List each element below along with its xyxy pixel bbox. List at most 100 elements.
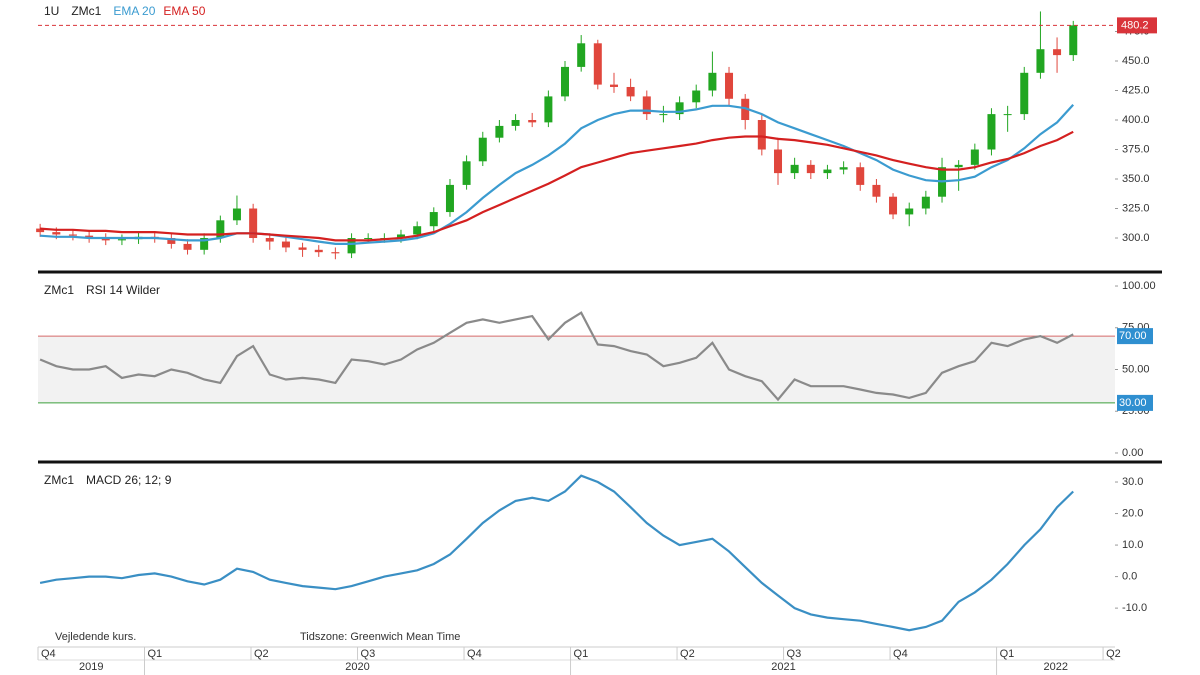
candle-body xyxy=(593,43,602,85)
y-tick-label: 30.0 xyxy=(1122,476,1143,488)
x-tick-label: Q4 xyxy=(41,648,56,660)
x-tick-label: Q4 xyxy=(467,648,482,660)
candle-body xyxy=(872,184,881,197)
y-tick-label: 300.0 xyxy=(1122,232,1150,244)
y-tick-label: 350.0 xyxy=(1122,173,1150,185)
candle-body xyxy=(609,84,618,87)
candle-body xyxy=(183,243,192,250)
x-tick-label: Q2 xyxy=(254,648,269,660)
level-box xyxy=(1117,394,1153,411)
candle-body xyxy=(1036,49,1045,73)
footer-note: Vejledende kurs. xyxy=(55,631,136,643)
candle-body xyxy=(101,238,110,241)
level-label: 30.00 xyxy=(1119,397,1147,409)
candle-body xyxy=(167,238,176,244)
candle-body xyxy=(823,169,832,174)
candle-body xyxy=(577,43,586,67)
candle-body xyxy=(642,96,651,115)
candle-body xyxy=(281,241,290,248)
candle-body xyxy=(544,96,553,123)
x-tick-label: Q3 xyxy=(787,648,802,660)
y-tick-label: 20.0 xyxy=(1122,507,1143,519)
candle-body xyxy=(987,114,996,150)
candle-body xyxy=(511,120,520,126)
last-price-label: 480.2 xyxy=(1121,19,1149,31)
candle-body xyxy=(216,220,225,239)
candle-body xyxy=(1020,72,1029,115)
ema-line xyxy=(40,103,1075,245)
candle-body xyxy=(331,252,340,254)
candle-body xyxy=(462,161,471,185)
x-tick-label: Q1 xyxy=(574,648,589,660)
candle-body xyxy=(495,125,504,138)
candle-body xyxy=(200,238,209,250)
candle-body xyxy=(364,238,373,240)
candle-body xyxy=(249,208,258,239)
candle-body xyxy=(429,212,438,227)
candle-body xyxy=(626,86,635,97)
legend-entry: EMA 20 xyxy=(113,4,155,18)
x-tick-label: Q3 xyxy=(361,648,376,660)
candle-body xyxy=(265,238,274,242)
candle-body xyxy=(675,102,684,115)
candle-body xyxy=(314,249,323,253)
x-tick-label: Q1 xyxy=(1000,648,1015,660)
candle-body xyxy=(856,167,865,185)
year-label: 2022 xyxy=(1044,661,1068,673)
candle-body xyxy=(725,72,734,99)
y-tick-label: 400.0 xyxy=(1122,114,1150,126)
y-tick-label: 10.0 xyxy=(1122,539,1143,551)
panel-header: 1U xyxy=(44,4,59,18)
candle-body xyxy=(741,98,750,121)
candle-body xyxy=(347,238,356,254)
y-tick-label: 375.0 xyxy=(1122,143,1150,155)
candle-body xyxy=(954,164,963,168)
candle-body xyxy=(445,184,454,213)
x-tick-label: Q1 xyxy=(148,648,163,660)
x-tick-label: Q4 xyxy=(893,648,908,660)
candle-body xyxy=(790,164,799,174)
candle-body xyxy=(1069,25,1078,56)
ema-line xyxy=(40,130,1074,242)
candle-body xyxy=(921,196,930,209)
candle-body xyxy=(905,208,914,215)
candle-body xyxy=(528,120,537,123)
y-tick-label: -10.0 xyxy=(1122,602,1147,614)
panel-header: ZMc1 xyxy=(44,473,74,487)
x-tick-label: Q2 xyxy=(1106,648,1121,660)
legend-entry: EMA 50 xyxy=(163,4,205,18)
candle-body xyxy=(708,72,717,91)
level-label: 70.00 xyxy=(1119,330,1147,342)
year-label: 2021 xyxy=(771,661,795,673)
candle-body xyxy=(560,66,569,97)
candle-body xyxy=(1003,114,1012,116)
panel-header: MACD 26; 12; 9 xyxy=(86,473,172,487)
last-price-box xyxy=(1117,17,1157,34)
y-tick-label: 425.0 xyxy=(1122,84,1150,96)
candle-body xyxy=(117,239,126,241)
candle-body xyxy=(1053,49,1062,56)
candle-body xyxy=(839,167,848,170)
candle-body xyxy=(36,228,45,233)
candle-body xyxy=(85,235,94,239)
y-tick-label: 100.00 xyxy=(1122,280,1156,292)
candle-body xyxy=(889,196,898,215)
y-tick-label: 0.0 xyxy=(1122,570,1137,582)
panel-header: ZMc1 xyxy=(44,283,74,297)
candle-body xyxy=(806,164,815,174)
level-box xyxy=(1117,328,1153,345)
x-tick-label: Q2 xyxy=(680,648,695,660)
indicator-line xyxy=(39,474,1074,632)
indicator-line xyxy=(39,311,1074,402)
candle-body xyxy=(757,120,766,150)
y-tick-label: 0.00 xyxy=(1122,447,1143,459)
candle-body xyxy=(478,137,487,162)
footer-timezone: Tidszone: Greenwich Mean Time xyxy=(300,631,460,643)
candle-body xyxy=(68,234,77,236)
candle-body xyxy=(232,208,241,221)
candle-body xyxy=(692,90,701,103)
y-tick-label: 325.0 xyxy=(1122,202,1150,214)
panel-header: ZMc1 xyxy=(71,4,101,18)
candle-body xyxy=(774,149,783,174)
